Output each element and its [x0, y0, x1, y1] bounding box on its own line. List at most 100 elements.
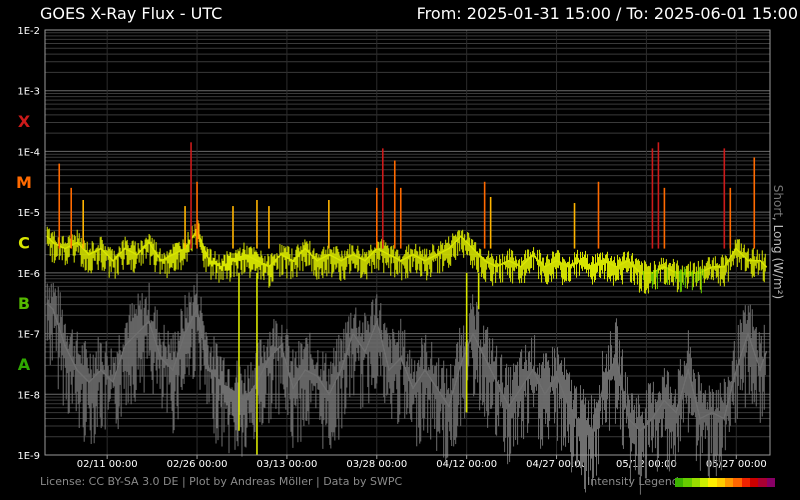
- data-point-short: [579, 423, 582, 426]
- data-point-long: [220, 265, 222, 268]
- data-point-short: [76, 369, 79, 371]
- y-tick-label: 1E-4: [17, 147, 40, 158]
- data-point-short: [136, 332, 138, 335]
- data-point-long: [699, 272, 702, 274]
- class-label-b: B: [18, 294, 30, 313]
- data-point-short: [747, 332, 750, 335]
- data-point-short: [495, 381, 498, 383]
- data-point-long: [483, 259, 486, 262]
- data-point-long: [711, 265, 714, 268]
- data-point-short: [759, 369, 762, 371]
- data-point-short: [627, 417, 630, 420]
- data-point-long: [364, 259, 366, 262]
- data-point-short: [447, 405, 450, 408]
- x-tick-label: 04/12 00:00: [436, 459, 497, 470]
- x-tick-label: 02/11 00:00: [77, 459, 138, 470]
- intensity-legend-label: Intensity Legend: [587, 475, 679, 488]
- chart-title: GOES X-Ray Flux - UTC: [40, 4, 223, 23]
- data-point-short: [651, 417, 654, 420]
- y-tick-label: 1E-8: [17, 390, 40, 401]
- data-point-short: [124, 344, 126, 347]
- x-tick-label: 04/27 00:00: [526, 459, 587, 470]
- data-point-short: [399, 357, 402, 359]
- flare-spikes: [58, 142, 756, 249]
- data-point-short: [208, 369, 210, 371]
- license-footer: License: CC BY-SA 3.0 DE | Plot by Andre…: [40, 475, 403, 488]
- data-point-short: [471, 332, 474, 335]
- data-point-short: [232, 393, 234, 396]
- data-point-short: [304, 369, 306, 371]
- data-point-short: [459, 363, 462, 365]
- data-point-short: [292, 387, 294, 390]
- data-point-long: [519, 265, 522, 268]
- data-point-long: [46, 235, 49, 238]
- y-tick-label: 1E-2: [17, 26, 40, 37]
- data-point-short: [316, 375, 318, 377]
- data-point-short: [591, 429, 594, 432]
- data-point-short: [663, 399, 666, 402]
- data-point-short: [88, 381, 90, 383]
- data-point-long: [615, 265, 618, 268]
- data-point-long: [136, 253, 138, 256]
- data-point-long: [531, 253, 534, 256]
- series-long: [46, 220, 768, 294]
- class-label-c: C: [18, 234, 30, 253]
- intensity-legend-bar: [675, 478, 775, 487]
- right-axis-short: Short: [771, 184, 785, 217]
- data-point-long: [459, 235, 462, 238]
- data-point-short: [711, 411, 714, 414]
- data-point-long: [651, 272, 654, 274]
- y-tick-labels: 1E-9 1E-8 1E-7 1E-6 1E-5 1E-4 1E-3 1E-2: [17, 26, 40, 462]
- data-point-long: [543, 265, 546, 268]
- legend-swatch: [691, 478, 700, 487]
- data-point-long: [675, 272, 678, 274]
- data-point-short: [735, 369, 738, 371]
- data-point-short: [567, 405, 570, 408]
- data-point-short: [483, 357, 486, 359]
- date-range: From: 2025-01-31 15:00 / To: 2025-06-01 …: [416, 4, 798, 23]
- data-point-short: [268, 357, 270, 359]
- data-point-long: [88, 253, 90, 256]
- data-point-long: [687, 272, 690, 274]
- data-point-short: [687, 369, 690, 371]
- data-point-short: [148, 320, 150, 323]
- x-tick-labels: 02/11 00:00 02/26 00:00 03/13 00:00 03/28 0…: [77, 455, 767, 470]
- data-point-long: [735, 247, 738, 250]
- data-point-short: [112, 381, 114, 383]
- x-tick-label: 03/28 00:00: [346, 459, 407, 470]
- chart-series: [46, 142, 768, 495]
- data-point-short: [615, 357, 618, 359]
- data-point-long: [280, 253, 282, 256]
- data-point-short: [160, 357, 162, 359]
- legend-swatch: [699, 478, 709, 487]
- data-point-short: [387, 369, 390, 371]
- data-point-short: [543, 393, 546, 396]
- data-point-long: [471, 247, 474, 250]
- data-point-long: [399, 259, 402, 262]
- data-point-short: [423, 369, 426, 371]
- data-point-short: [220, 381, 222, 383]
- legend-swatch: [716, 478, 725, 487]
- data-point-short: [603, 381, 606, 383]
- data-point-long: [244, 253, 246, 256]
- legend-swatch: [766, 478, 775, 487]
- x-tick-label: 03/13 00:00: [257, 459, 318, 470]
- data-point-short: [699, 417, 702, 420]
- data-point-long: [387, 253, 390, 256]
- data-point-long: [64, 247, 67, 250]
- data-point-long: [765, 265, 768, 268]
- data-point-long: [268, 265, 270, 268]
- data-point-long: [507, 259, 510, 262]
- data-point-short: [244, 399, 246, 402]
- legend-swatch: [758, 478, 767, 487]
- data-point-long: [567, 265, 570, 268]
- data-point-short: [519, 387, 522, 390]
- data-point-long: [411, 253, 414, 256]
- legend-swatch: [708, 478, 717, 487]
- data-point-short: [675, 411, 678, 414]
- data-point-long: [627, 259, 630, 262]
- data-point-short: [352, 332, 354, 335]
- data-point-long: [100, 247, 102, 250]
- data-point-long: [603, 259, 606, 262]
